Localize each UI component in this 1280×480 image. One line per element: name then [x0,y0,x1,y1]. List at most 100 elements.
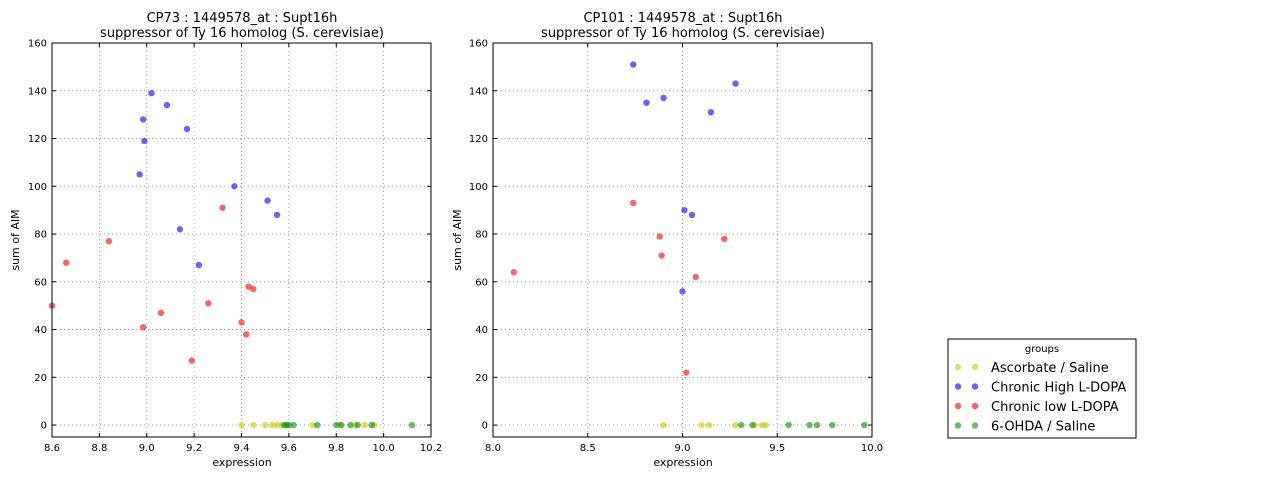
data-point [243,331,250,338]
data-point [273,211,281,219]
data-point [861,421,868,429]
x-tick-label: 9.4 [234,443,250,454]
legend-title: groups [1025,344,1059,355]
y-tick-label: 120 [28,134,47,145]
data-point [264,197,271,204]
plot-frame [51,42,432,438]
y-tick-label: 140 [28,86,47,97]
y-tick-label: 100 [28,182,47,193]
data-point [681,206,688,214]
data-point [188,357,195,364]
data-point [732,80,739,87]
data-point [333,421,340,429]
data-point [195,261,203,269]
data-point [707,109,715,116]
y-axis-label: sum of AIM [451,209,464,270]
y-tick-label: 0 [482,421,488,432]
data-point [656,233,663,240]
x-tick-label: 10.2 [420,443,442,454]
x-tick-label: 8.8 [91,443,107,454]
data-point [361,421,368,429]
y-tick-label: 40 [475,325,488,336]
y-tick-label: 120 [469,134,488,145]
legend-entry-label: Chronic low L-DOPA [991,400,1119,415]
data-point [157,309,165,317]
data-point [806,421,813,429]
y-tick-label: 60 [34,277,47,288]
data-point [250,285,257,293]
x-axis-label: expression [212,456,271,469]
data-point [630,61,637,68]
x-tick-label: 9.0 [139,443,155,454]
x-tick-label: 10.0 [861,443,883,454]
data-point [683,369,690,376]
data-point [139,116,147,123]
data-point [139,323,147,331]
chart-title: CP101 : 1449578_at : Supt16h [583,11,782,26]
x-tick-label: 9.0 [675,443,691,454]
data-point [285,421,293,429]
data-point [698,421,705,429]
legend-frame [947,338,1137,439]
legend-marker [971,383,979,390]
data-point [238,421,245,429]
x-tick-label: 8.5 [580,443,596,454]
data-point [238,319,245,326]
data-point [643,99,650,106]
y-tick-label: 140 [469,86,488,97]
data-point [148,89,155,97]
y-tick-label: 60 [475,277,488,288]
data-point [290,421,297,429]
data-point [136,171,143,178]
data-point [354,421,361,429]
chart-subtitle: suppressor of Ty 16 homolog (S. cerevisi… [541,26,825,41]
data-point [250,421,257,429]
chart-subtitle: suppressor of Ty 16 homolog (S. cerevisi… [100,26,384,41]
legend-entry-label: Ascorbate / Saline [991,361,1109,376]
data-point [660,421,667,429]
data-point [314,421,321,429]
data-point [141,137,148,145]
data-point [679,288,686,295]
data-point [273,421,281,429]
data-point [231,183,238,190]
x-tick-label: 9.8 [328,443,344,454]
x-axis-label: expression [653,456,712,469]
data-point [829,421,836,429]
data-point [720,235,728,243]
legend-entry-label: 6-OHDA / Saline [991,420,1095,435]
data-point [658,252,665,259]
data-point [337,421,345,429]
legend-marker [954,402,962,410]
y-tick-label: 40 [34,325,47,336]
legend-marker [954,422,962,429]
data-point [176,226,184,233]
scatter-panel-cp73: CP73 : 1449578_at : Supt16h suppressor o… [9,11,442,469]
legend-marker [971,422,979,429]
y-tick-label: 20 [475,373,488,384]
legend-entry-label: Chronic High L-DOPA [991,381,1126,396]
plot-frame [492,42,873,438]
data-point [813,421,821,429]
legend-marker [971,402,979,410]
y-tick-label: 0 [41,421,47,432]
data-point [738,421,745,429]
scatter-panel-cp101: CP101 : 1449578_at : Supt16h suppressor … [451,11,883,469]
y-tick-label: 160 [469,39,488,50]
legend-marker [954,383,962,390]
data-point [408,421,416,429]
y-axis-label: sum of AIM [9,209,22,270]
x-tick-label: 9.5 [769,443,785,454]
y-tick-label: 100 [469,182,488,193]
data-point [183,125,191,133]
data-point [309,421,316,429]
legend: groups Ascorbate / Saline Chronic High L-… [947,338,1137,439]
data-point [762,421,770,429]
data-point [347,421,354,429]
data-point [368,421,375,429]
data-point [749,421,756,429]
data-point [219,204,226,211]
y-tick-label: 80 [34,230,47,241]
legend-marker [971,363,979,371]
x-tick-label: 8.0 [485,443,501,454]
